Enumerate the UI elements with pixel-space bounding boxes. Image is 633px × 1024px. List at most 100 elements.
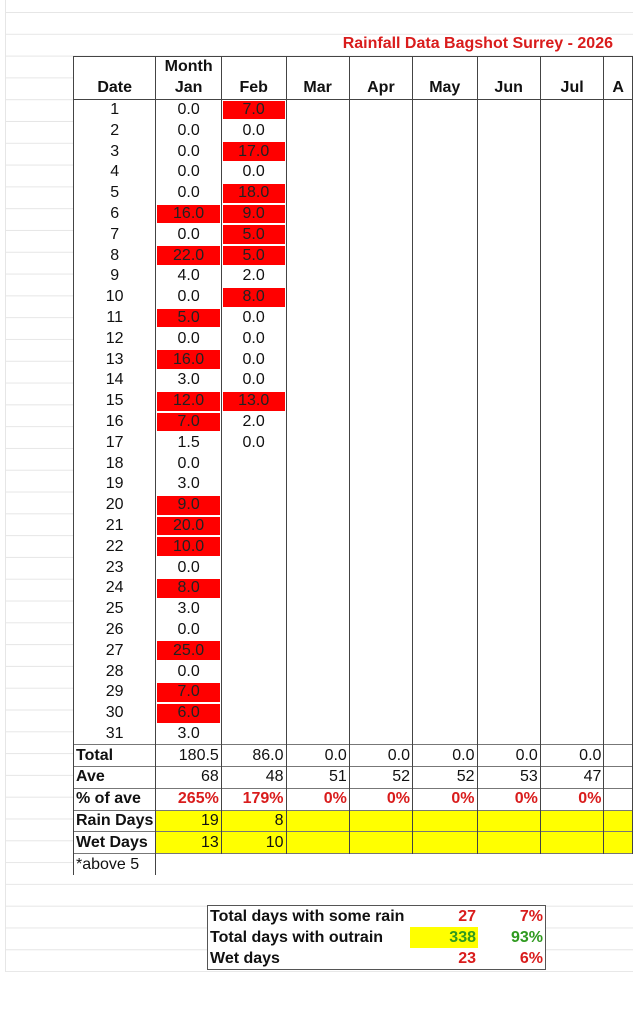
date-cell[interactable]: 23 [72,557,157,578]
feb-value-cell[interactable] [220,661,287,682]
empty-cell[interactable] [603,619,633,641]
header-blank[interactable] [72,55,157,78]
empty-cell[interactable] [476,432,541,454]
empty-cell[interactable] [476,99,541,121]
empty-cell[interactable] [539,661,605,682]
wet-days-row-value[interactable] [412,831,478,854]
empty-cell[interactable] [412,577,478,599]
empty-cell[interactable] [285,286,350,308]
date-cell[interactable]: 14 [72,369,157,391]
empty-cell[interactable] [539,224,605,246]
jan-value-cell[interactable]: 22.0 [155,245,222,266]
empty-cell[interactable] [476,702,541,724]
feb-value-cell[interactable] [220,536,287,558]
empty-cell[interactable] [348,723,414,745]
date-cell[interactable]: 15 [72,390,157,412]
percent-of-average-row-value[interactable]: 0% [476,787,541,811]
jan-value-cell[interactable]: 16.0 [155,349,222,370]
empty-cell[interactable] [603,853,633,876]
empty-cell[interactable] [539,681,605,703]
wet-days-row-value[interactable] [476,831,541,854]
jan-value-cell[interactable]: 7.0 [155,681,222,703]
date-cell[interactable]: 18 [72,453,157,474]
empty-cell[interactable] [476,161,541,183]
jan-value-cell[interactable]: 5.0 [155,307,222,329]
jan-value-cell[interactable]: 0.0 [155,182,222,204]
empty-cell[interactable] [539,390,605,412]
empty-cell[interactable] [285,141,350,162]
empty-cell[interactable] [155,853,222,876]
feb-value-cell[interactable]: 0.0 [220,307,287,329]
date-cell[interactable]: 3 [72,141,157,162]
empty-cell[interactable] [476,557,541,578]
date-cell[interactable]: 25 [72,598,157,620]
summary-label[interactable]: Wet days [210,949,280,967]
empty-cell[interactable] [476,245,541,266]
empty-cell[interactable] [348,265,414,287]
total-row-label[interactable]: Total [72,744,157,767]
empty-cell[interactable] [348,494,414,516]
wet-days-row-value[interactable]: 13 [155,831,222,854]
empty-cell[interactable] [603,432,633,454]
empty-cell[interactable] [285,328,350,350]
jan-value-cell[interactable]: 0.0 [155,619,222,641]
feb-value-cell[interactable]: 13.0 [220,390,287,412]
empty-cell[interactable] [476,265,541,287]
empty-cell[interactable] [539,453,605,474]
empty-cell[interactable] [476,577,541,599]
empty-cell[interactable] [539,577,605,599]
empty-cell[interactable] [285,369,350,391]
header-blank[interactable] [348,55,414,78]
feb-value-cell[interactable]: 0.0 [220,349,287,370]
empty-cell[interactable] [603,536,633,558]
empty-cell[interactable] [539,619,605,641]
empty-cell[interactable] [348,453,414,474]
feb-value-cell[interactable]: 0.0 [220,328,287,350]
empty-cell[interactable] [285,120,350,142]
empty-cell[interactable] [285,99,350,121]
jan-value-cell[interactable]: 12.0 [155,390,222,412]
date-cell[interactable]: 8 [72,245,157,266]
empty-cell[interactable] [285,432,350,454]
empty-cell[interactable] [539,411,605,433]
empty-cell[interactable] [476,494,541,516]
empty-cell[interactable] [539,307,605,329]
summary-value[interactable]: 27 [458,907,476,925]
empty-cell[interactable] [539,494,605,516]
wet-days-row-value[interactable]: 10 [220,831,287,854]
empty-cell[interactable] [285,245,350,266]
empty-cell[interactable] [603,328,633,350]
empty-cell[interactable] [412,411,478,433]
empty-cell[interactable] [539,432,605,454]
feb-value-cell[interactable] [220,619,287,641]
empty-cell[interactable] [603,494,633,516]
average-row-value[interactable]: 53 [476,766,541,789]
empty-cell[interactable] [286,853,350,876]
empty-cell[interactable] [412,557,478,578]
feb-value-cell[interactable] [220,494,287,516]
summary-value[interactable]: 23 [458,949,476,967]
jan-value-cell[interactable]: 9.0 [155,494,222,516]
jan-value-cell[interactable]: 0.0 [155,224,222,246]
empty-cell[interactable] [285,681,350,703]
empty-cell[interactable] [412,286,478,308]
empty-cell[interactable] [476,203,541,225]
jan-value-cell[interactable]: 0.0 [155,557,222,578]
empty-cell[interactable] [412,161,478,183]
empty-cell[interactable] [412,661,478,682]
date-cell[interactable]: 21 [72,515,157,537]
empty-cell[interactable] [476,453,541,474]
empty-cell[interactable] [539,161,605,183]
empty-cell[interactable] [603,557,633,578]
rain-days-row-value[interactable]: 19 [155,809,222,832]
empty-cell[interactable] [539,598,605,620]
empty-cell[interactable] [412,681,478,703]
empty-cell[interactable] [539,702,605,724]
average-row-value[interactable] [603,766,633,789]
jan-value-cell[interactable]: 8.0 [155,577,222,599]
empty-cell[interactable] [349,853,413,876]
empty-cell[interactable] [477,853,541,876]
feb-value-cell[interactable]: 0.0 [220,161,287,183]
empty-cell[interactable] [476,349,541,370]
empty-cell[interactable] [412,640,478,662]
